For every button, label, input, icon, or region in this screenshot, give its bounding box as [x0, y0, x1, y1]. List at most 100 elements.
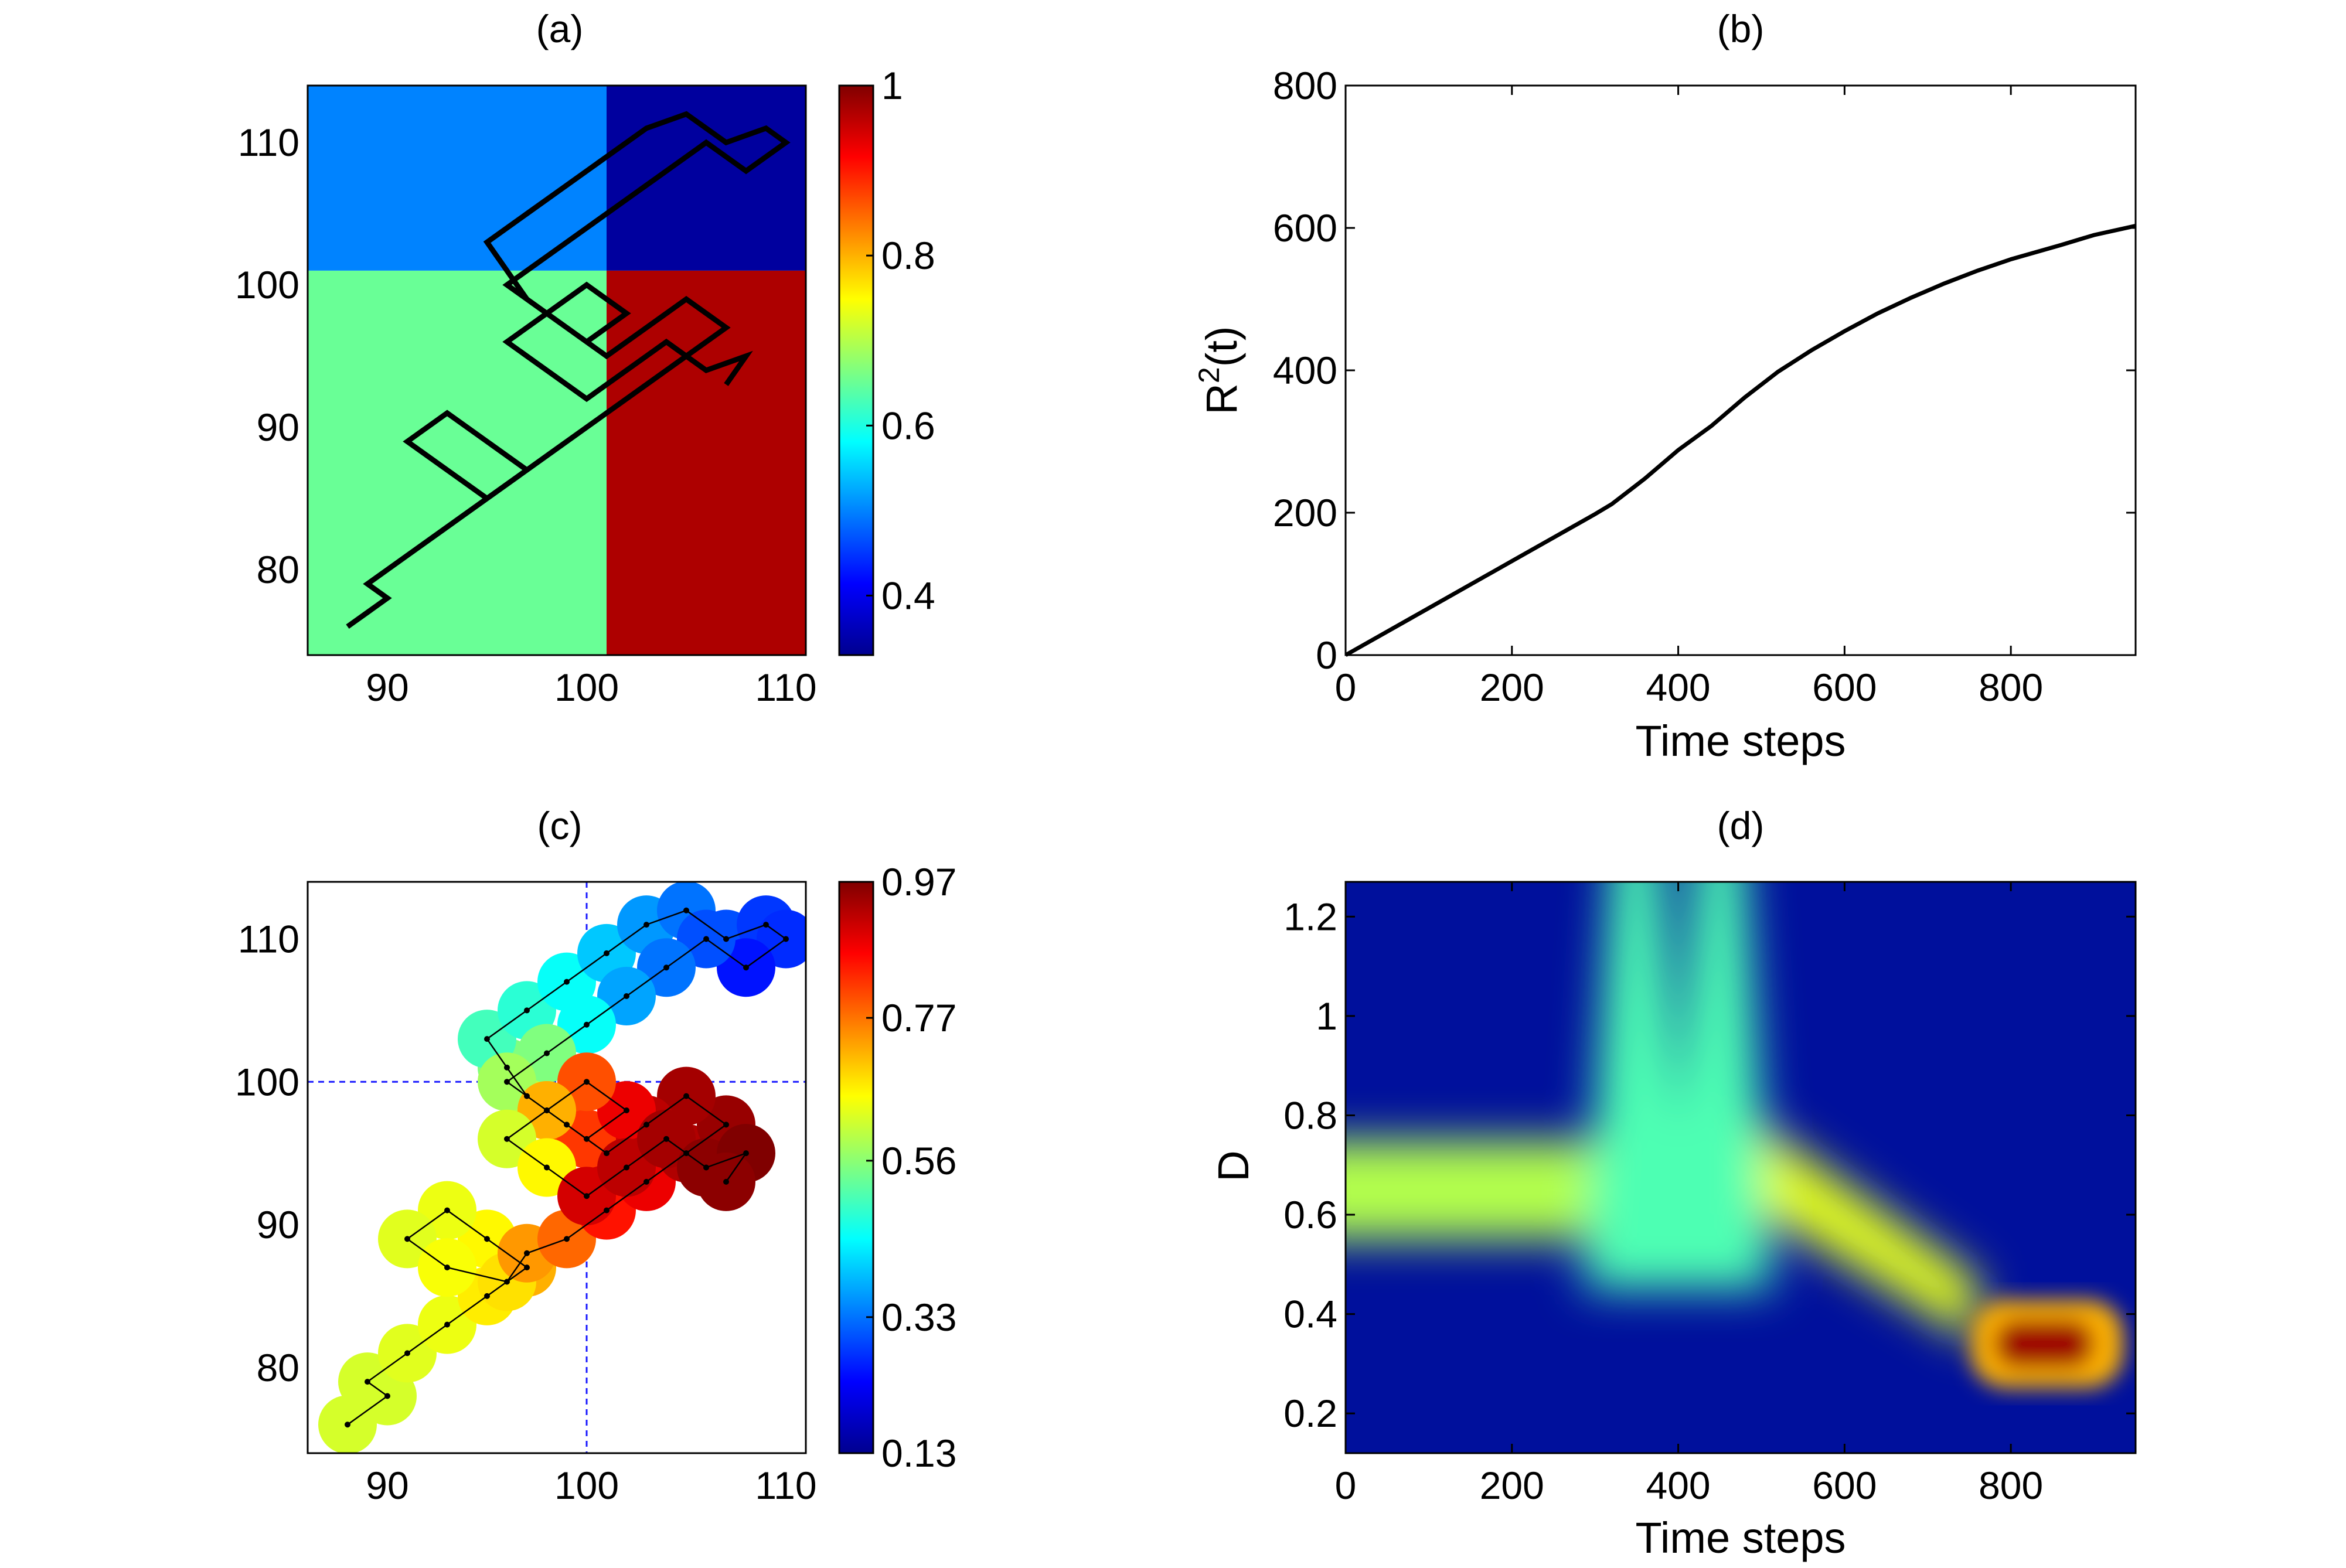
c-dot — [604, 950, 610, 956]
d-band — [1346, 1140, 1595, 1240]
c-dot — [564, 1122, 570, 1128]
c-dot — [444, 1264, 450, 1271]
y-tick-label: 110 — [238, 918, 299, 961]
panel-b-title: (b) — [1717, 7, 1765, 50]
c-dot — [504, 1136, 510, 1142]
y-tick-label: 80 — [257, 1346, 299, 1389]
colorbar-tick-label: 0.13 — [881, 1431, 956, 1475]
colorbar-tick-label: 0.4 — [881, 574, 935, 617]
c-dot — [524, 1250, 530, 1256]
colorbar-tick-label: 0.97 — [881, 860, 956, 904]
y-tick-label: 90 — [257, 1203, 299, 1246]
c-dot — [584, 1021, 590, 1028]
y-tick-label: 0.6 — [1283, 1193, 1337, 1236]
c-dot — [524, 1093, 530, 1099]
a-yticks: 80 90 100 110 — [235, 121, 299, 591]
y-tick-label: 0 — [1316, 633, 1337, 677]
c-dot — [584, 1193, 590, 1199]
b-series-line — [1344, 223, 2136, 657]
c-dot — [783, 936, 789, 942]
a-colorbar — [838, 84, 874, 656]
x-tick-label: 400 — [1646, 666, 1711, 709]
x-tick-label: 0 — [1335, 1464, 1357, 1507]
c-dot — [723, 1178, 729, 1185]
c-dot — [504, 1079, 510, 1085]
y-tick-label: 0.2 — [1283, 1392, 1337, 1435]
c-dot — [624, 993, 629, 999]
c-dot — [703, 1164, 709, 1171]
c-dot — [524, 1264, 530, 1271]
d-plume — [1584, 882, 1690, 1290]
c-dot — [544, 1050, 550, 1056]
c-dot — [683, 1093, 689, 1099]
d-peak — [1970, 1300, 2124, 1388]
a-xticks: 90 100 110 — [366, 666, 816, 709]
colorbar-tick-label: 1 — [881, 64, 903, 107]
c-axes-frame — [307, 881, 807, 1454]
d-ylabel: D — [1209, 1150, 1258, 1181]
a-walk-path — [346, 111, 791, 629]
d-features — [1346, 882, 1978, 1344]
c-dot — [444, 1207, 450, 1214]
a-axes-frame — [307, 84, 807, 656]
c-dots — [345, 907, 789, 1428]
c-dot — [384, 1393, 390, 1399]
c-dot — [683, 907, 689, 913]
x-tick-label: 100 — [554, 1464, 619, 1507]
c-dot — [365, 1379, 370, 1385]
c-colorbar — [838, 881, 874, 1454]
a-region — [607, 270, 806, 655]
d-plume — [1667, 882, 1773, 1290]
x-tick-label: 200 — [1480, 1464, 1544, 1507]
c-dot — [484, 1293, 490, 1299]
c-dot — [643, 1178, 649, 1185]
x-tick-label: 110 — [755, 1464, 816, 1507]
x-tick-label: 600 — [1812, 1464, 1877, 1507]
a-region — [308, 270, 607, 655]
y-tick-label: 600 — [1273, 206, 1337, 250]
panel-b: (b) 0 200 400 600 800 0 200 400 600 800 Time ste… — [1193, 7, 2137, 765]
panel-c: (c) 90 100 110 80 90 100 110 0.13 0.33 0.56 0.77… — [235, 804, 957, 1507]
c-dot — [643, 922, 649, 928]
c-dot — [484, 1036, 490, 1042]
y-tick-label: 0.4 — [1283, 1293, 1337, 1336]
x-tick-label: 600 — [1812, 666, 1877, 709]
x-tick-label: 800 — [1979, 666, 2043, 709]
c-dot — [624, 1164, 629, 1171]
b-xlabel: Time steps — [1635, 717, 1846, 765]
a-regions — [308, 86, 806, 655]
y-tick-label: 200 — [1273, 491, 1337, 534]
c-dot — [683, 1150, 689, 1157]
a-region — [308, 86, 607, 271]
c-dot — [524, 1007, 530, 1014]
c-dot — [663, 964, 669, 971]
c-dot — [604, 1150, 610, 1157]
x-tick-label: 100 — [554, 666, 619, 709]
c-dot — [444, 1321, 450, 1328]
c-dot — [404, 1236, 410, 1242]
c-dot — [624, 1107, 629, 1113]
b-axes-frame — [1344, 84, 2137, 656]
x-tick-label: 400 — [1646, 1464, 1711, 1507]
c-xticks: 90 100 110 — [366, 1464, 816, 1507]
c-dot — [743, 1150, 749, 1157]
d-xticks: 0 200 400 600 800 — [1335, 882, 2043, 1507]
d-peak-core — [1994, 1319, 2095, 1369]
y-tick-label: 0.8 — [1283, 1093, 1337, 1137]
y-tick-label: 110 — [238, 121, 299, 164]
y-tick-label: 100 — [235, 263, 299, 306]
c-dot — [544, 1164, 550, 1171]
panel-d: (d) 0 200 400 600 800 0.2 0.4 0.6 0.8 1 1.2 Time … — [1209, 804, 2137, 1562]
panel-a: (a) 90 100 110 80 90 100 110 0.4 0.6 0.8 1 — [235, 7, 935, 709]
c-dot — [604, 1207, 610, 1214]
c-dot — [723, 1122, 729, 1128]
x-tick-label: 200 — [1480, 666, 1544, 709]
panel-c-title: (c) — [537, 804, 583, 847]
b-ylabel: R2(t) — [1193, 326, 1246, 414]
d-axes-frame — [1344, 881, 2137, 1454]
y-tick-label: 1 — [1316, 994, 1337, 1038]
c-dot — [763, 922, 769, 928]
c-dot — [584, 1079, 590, 1085]
c-dot — [544, 1107, 550, 1113]
